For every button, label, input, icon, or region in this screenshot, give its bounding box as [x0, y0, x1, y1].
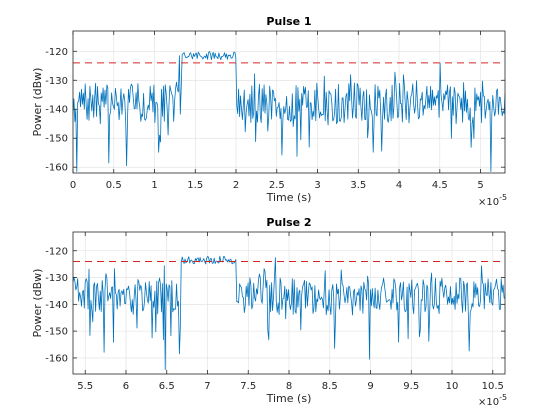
x-tick-label: 10.5: [482, 381, 504, 392]
x-tick-label: 8: [286, 381, 292, 392]
y-tick-label: -160: [45, 353, 68, 364]
x-tick-label: 4: [396, 180, 402, 191]
y-tick-label: -120: [45, 246, 68, 257]
series-power: [72, 51, 506, 173]
x-tick-label: 4.5: [432, 180, 448, 191]
subplot-pulse-1: Pulse 1 0 0.5 1 1.5 2 2.5 3 3.5 4 4.5 5 -160-150-1…: [31, 15, 507, 208]
y-axis-ticks: -160 -150 -140 -130 -120: [45, 47, 505, 174]
x-tick-label: 0.5: [106, 180, 122, 191]
x-axis-multiplier: ×10-5: [478, 193, 507, 208]
series-power: [72, 255, 505, 371]
plot-frame: [72, 30, 506, 174]
x-tick-label: 1.5: [187, 180, 203, 191]
y-axis-ticks: -160 -150 -140 -130 -120: [45, 246, 505, 364]
y-axis-label: Power (dBw): [31, 68, 44, 137]
chart-title: Pulse 1: [266, 15, 311, 28]
x-axis-multiplier: ×10-5: [478, 393, 507, 408]
x-tick-label: 5.5: [77, 381, 93, 392]
y-tick-label: -150: [45, 134, 68, 145]
x-tick-label: 1: [151, 180, 157, 191]
y-tick-label: -130: [45, 273, 68, 284]
y-tick-label: -120: [45, 47, 68, 58]
x-tick-label: 7: [204, 381, 210, 392]
y-axis-label: Power (dBw): [31, 269, 44, 338]
x-tick-label: 3.5: [350, 180, 366, 191]
y-tick-label: -140: [45, 300, 68, 311]
y-tick-label: -130: [45, 76, 68, 87]
x-axis-label: Time (s): [266, 392, 312, 405]
x-tick-label: 9.5: [403, 381, 419, 392]
x-axis-label: Time (s): [266, 191, 312, 204]
x-axis-ticks: 0 0.5 1 1.5 2 2.5 3 3.5 4 4.5 5: [70, 31, 484, 191]
x-tick-label: 9: [367, 381, 373, 392]
x-axis-ticks: 5.5 6 6.5 7 7.5 8 8.5 9 9.5 10 10.5: [77, 232, 504, 392]
x-tick-label: 2: [233, 180, 239, 191]
x-tick-label: 8.5: [322, 381, 338, 392]
power-trace: [72, 51, 506, 173]
x-tick-label: 10: [446, 381, 459, 392]
subplot-pulse-2: Pulse 2 5.5 6 6.5 7 7.5 8 8.5 9 9.5 10 10.5 -160-1…: [31, 216, 507, 408]
x-tick-label: 0: [70, 180, 76, 191]
x-tick-label: 7.5: [240, 381, 256, 392]
x-tick-label: 2.5: [269, 180, 285, 191]
x-tick-label: 3: [314, 180, 320, 191]
power-trace: [72, 255, 505, 371]
y-tick-label: -160: [45, 163, 68, 174]
chart-title: Pulse 2: [266, 216, 311, 229]
x-tick-label: 6.5: [159, 381, 175, 392]
y-tick-label: -150: [45, 327, 68, 338]
x-tick-label: 6: [123, 381, 129, 392]
plot-area: [73, 31, 505, 173]
x-tick-label: 5: [477, 180, 483, 191]
y-tick-label: -140: [45, 105, 68, 116]
